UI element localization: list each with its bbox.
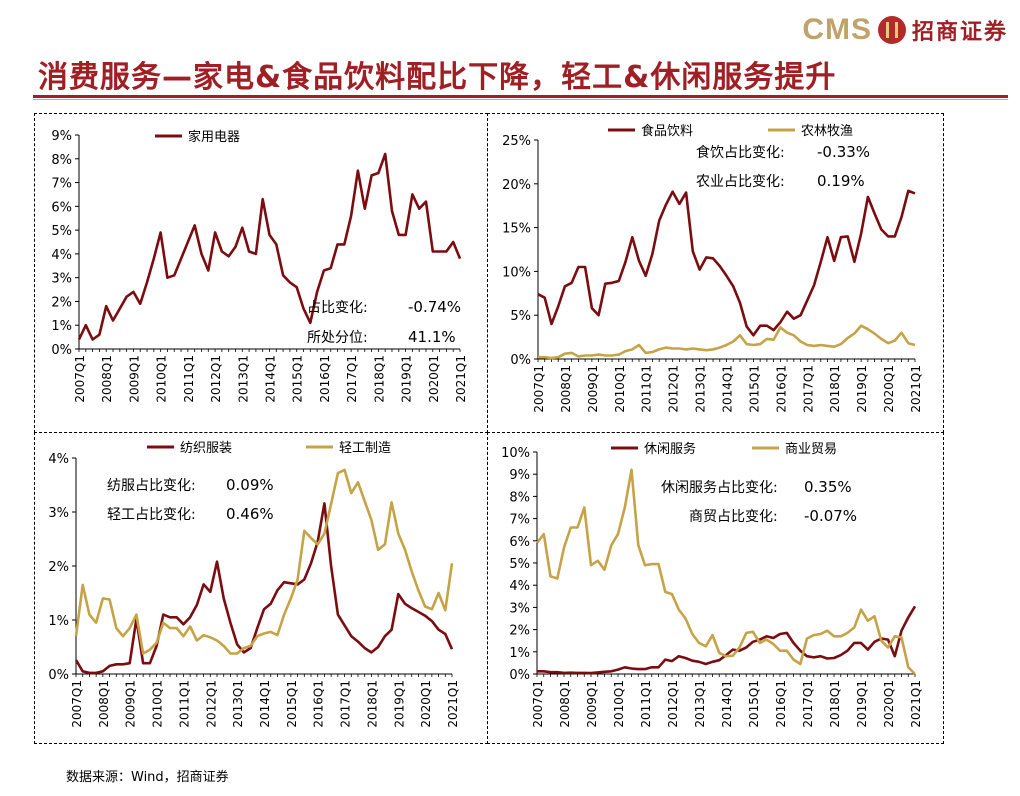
brand-logo: CMS 招商证券	[802, 10, 1008, 50]
chart-frame-2	[487, 113, 944, 433]
chart-frame-1	[34, 113, 488, 433]
chart-frame-4	[487, 432, 944, 744]
logo-chinese-text: 招商证券	[911, 20, 1008, 45]
logo-cms-text: CMS	[802, 13, 872, 46]
title-divider	[33, 95, 1008, 98]
page-title: 消费服务—家电&食品饮料配比下降，轻工&休闲服务提升	[38, 60, 837, 95]
title-divider-thin	[33, 99, 1008, 100]
logo-emblem-icon	[877, 16, 906, 44]
chart-frame-3	[34, 432, 488, 744]
source-note: 数据来源：Wind，招商证券	[66, 770, 229, 785]
